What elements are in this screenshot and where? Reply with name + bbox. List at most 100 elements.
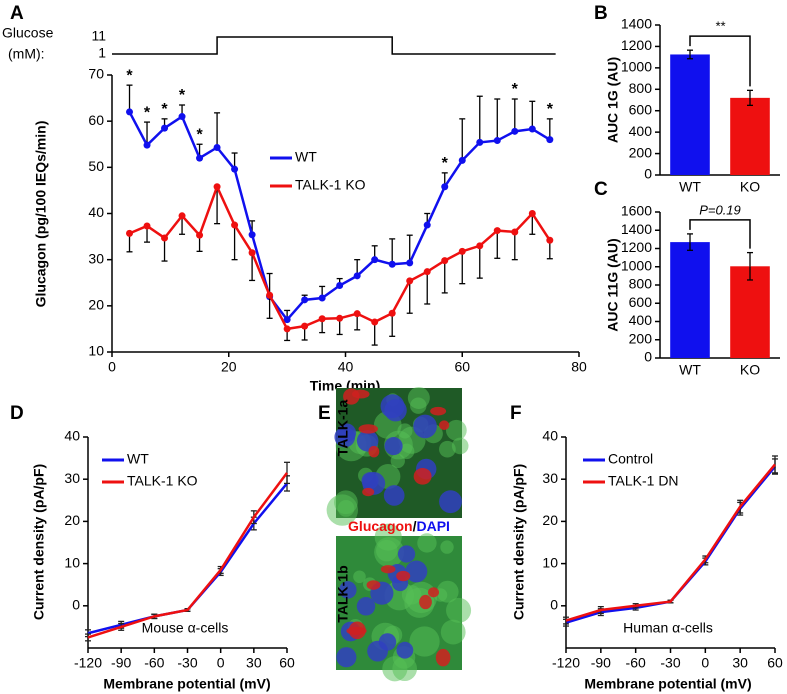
data-point	[213, 183, 221, 191]
micrograph	[326, 386, 469, 526]
error-bar	[85, 637, 91, 642]
data-point	[423, 268, 431, 276]
y-axis-title: Current density (pA/pF)	[31, 464, 47, 620]
y-axis-title: AUC 11G (AU)	[605, 238, 621, 331]
micrograph	[336, 523, 472, 682]
error-bar	[406, 280, 413, 314]
x-tick-label: -90	[591, 655, 611, 671]
error-bar	[529, 100, 536, 130]
nucleus	[396, 641, 414, 659]
panel-letter: A	[10, 3, 24, 24]
significance-label: **	[715, 19, 726, 34]
error-bar	[772, 455, 778, 465]
data-point	[178, 212, 186, 220]
data-point	[336, 282, 344, 290]
panel-letter: C	[594, 179, 608, 200]
y-tick-label: 1400	[621, 221, 652, 237]
green-signal	[451, 437, 469, 455]
y-tick-label: 40	[64, 428, 80, 444]
x-tick-label: -90	[111, 655, 131, 671]
data-point	[353, 272, 361, 280]
legend-label: WT	[295, 149, 317, 165]
green-signal	[337, 500, 355, 517]
significance-label: *	[144, 104, 151, 121]
image-label: TALK-1b	[335, 565, 351, 622]
error-bar	[231, 225, 238, 261]
panel-letter: F	[510, 403, 522, 424]
error-bar	[144, 121, 151, 146]
x-tick-label: 60	[279, 655, 295, 671]
x-axis-title: Membrane potential (mV)	[584, 676, 751, 692]
data-point	[161, 234, 169, 242]
x-tick-label: WT	[679, 362, 701, 378]
glucagon-signal	[435, 648, 451, 667]
bar	[670, 242, 710, 358]
data-point	[406, 259, 414, 267]
bar	[730, 266, 770, 358]
error-bar	[266, 295, 273, 319]
error-bar	[494, 98, 501, 141]
y-tick-label: 1400	[621, 16, 652, 32]
green-signal	[440, 619, 466, 645]
data-point	[511, 228, 519, 236]
data-point	[458, 247, 466, 255]
data-point	[178, 113, 186, 121]
error-bar	[371, 321, 378, 346]
error-bar	[284, 461, 290, 473]
significance-label: *	[512, 81, 519, 98]
data-point	[353, 310, 361, 318]
data-point	[511, 127, 519, 135]
data-point	[266, 291, 274, 299]
data-point	[126, 108, 134, 116]
y-tick-label: 600	[629, 101, 653, 117]
y-tick-label: 1200	[621, 37, 652, 53]
data-point	[213, 143, 221, 151]
green-signal	[417, 533, 437, 553]
data-point	[283, 325, 291, 333]
data-point	[546, 236, 554, 244]
significance-label: P=0.19	[699, 202, 741, 217]
y-axis-title: Current density (pA/pF)	[511, 464, 527, 620]
data-point	[458, 156, 466, 164]
data-point	[388, 309, 396, 317]
data-point	[476, 138, 484, 146]
data-point	[283, 316, 291, 324]
y-tick-label: 600	[629, 294, 653, 310]
data-point	[423, 221, 431, 229]
y-tick-label: 400	[629, 312, 653, 328]
green-signal	[374, 537, 405, 568]
green-signal	[446, 597, 472, 623]
glucagon-signal	[427, 587, 440, 598]
glucagon-signal	[366, 580, 381, 590]
glucagon-signal	[413, 467, 432, 485]
error-bar	[747, 89, 753, 98]
x-tick-label: 0	[701, 655, 709, 671]
data-point	[388, 260, 396, 268]
significance-label: *	[179, 87, 186, 104]
nucleus	[339, 581, 357, 599]
stain-label-part: Glucagon	[348, 518, 413, 534]
y-tick-label: 400	[629, 123, 653, 139]
data-point	[406, 277, 414, 285]
error-bar	[511, 231, 518, 261]
legend-label: TALK-1 DN	[608, 473, 679, 489]
y-tick-label: 70	[88, 66, 104, 82]
significance-bracket	[689, 219, 751, 249]
data-point	[143, 222, 151, 230]
legend-label: Control	[608, 451, 653, 467]
y-tick-label: 20	[88, 297, 104, 313]
nucleus	[383, 485, 405, 506]
green-signal	[382, 656, 408, 682]
y-tick-label: 0	[644, 349, 652, 365]
y-tick-label: 10	[64, 554, 80, 570]
legend-label: TALK-1 KO	[295, 177, 366, 193]
glucagon-signal	[396, 570, 411, 582]
x-tick-label: -60	[626, 655, 646, 671]
glucagon-signal	[362, 487, 375, 497]
green-signal	[439, 440, 456, 458]
glucose-trace	[112, 36, 556, 55]
nucleus	[356, 597, 376, 616]
data-point	[441, 183, 449, 191]
glucose-tick-label: 1	[98, 45, 106, 61]
y-tick-label: 0	[550, 597, 558, 613]
